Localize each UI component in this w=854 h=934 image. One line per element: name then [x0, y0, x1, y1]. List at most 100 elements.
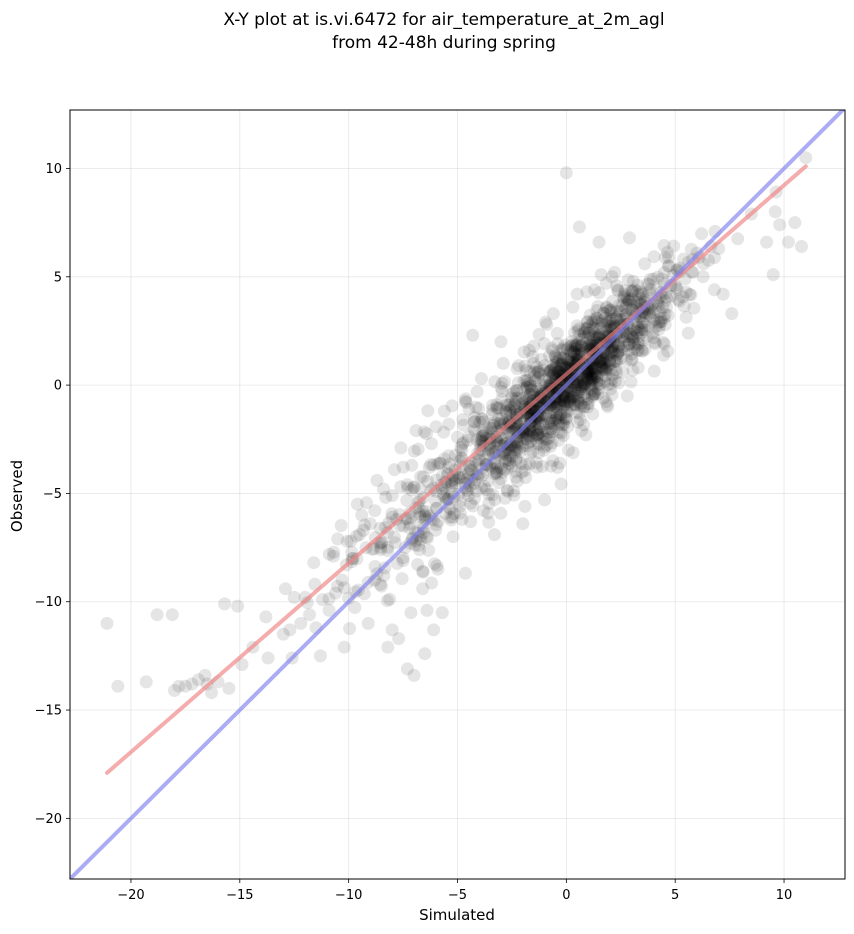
data-point: [553, 382, 566, 396]
data-point: [510, 362, 524, 376]
data-point: [605, 270, 619, 284]
data-point: [570, 406, 584, 420]
data-point: [566, 389, 580, 403]
data-point: [596, 352, 610, 366]
data-point: [635, 323, 649, 337]
data-point: [525, 382, 538, 396]
data-point: [617, 293, 631, 307]
data-point: [589, 311, 603, 325]
data-point: [578, 377, 592, 391]
data-point: [523, 429, 536, 443]
data-point: [573, 328, 587, 342]
data-point: [585, 382, 599, 396]
data-point: [509, 394, 523, 408]
data-point: [588, 322, 602, 336]
data-point: [657, 266, 671, 279]
data-point: [501, 398, 515, 412]
data-point: [658, 307, 672, 321]
data-point: [416, 504, 430, 518]
data-point: [521, 377, 534, 391]
data-point: [624, 330, 638, 344]
data-point: [469, 455, 483, 469]
data-point: [449, 476, 463, 490]
data-point: [501, 461, 515, 475]
data-point: [455, 437, 469, 451]
data-point: [111, 679, 125, 693]
data-point: [523, 412, 536, 426]
data-point: [557, 341, 571, 355]
data-point: [556, 351, 570, 365]
data-point: [466, 499, 480, 513]
data-point: [574, 379, 588, 392]
data-point: [437, 489, 451, 503]
data-point: [605, 312, 619, 326]
data-point: [593, 356, 607, 370]
data-point: [477, 415, 491, 429]
data-point: [461, 433, 475, 447]
data-point: [608, 355, 622, 368]
data-point: [550, 354, 564, 368]
data-point: [597, 360, 611, 374]
data-point: [390, 556, 404, 570]
data-point: [472, 401, 486, 415]
data-point: [445, 399, 459, 413]
data-point: [532, 409, 546, 423]
data-point: [653, 305, 667, 319]
data-point: [580, 285, 594, 299]
data-point: [606, 343, 620, 357]
data-point: [561, 355, 575, 369]
data-point: [648, 313, 662, 327]
data-point: [558, 410, 572, 424]
data-point: [554, 362, 568, 376]
data-point: [610, 279, 624, 293]
data-point: [407, 481, 421, 495]
data-point: [474, 372, 488, 386]
data-point: [581, 372, 595, 386]
data-point: [603, 357, 617, 371]
data-point: [531, 382, 545, 396]
data-point: [514, 456, 528, 470]
data-point: [481, 506, 495, 520]
data-point: [385, 507, 399, 521]
data-point: [570, 287, 584, 301]
data-point: [459, 392, 473, 406]
data-point: [551, 383, 565, 397]
data-point: [517, 345, 531, 359]
data-point: [564, 399, 577, 412]
data-point: [550, 409, 564, 423]
data-point: [601, 377, 615, 391]
data-point: [567, 397, 581, 411]
data-point: [530, 460, 544, 474]
data-point: [441, 492, 455, 506]
data-point: [218, 597, 232, 611]
data-point: [547, 406, 561, 419]
data-point: [528, 374, 542, 387]
data-point: [459, 395, 473, 409]
data-point: [716, 287, 730, 301]
data-point: [523, 379, 537, 393]
data-point: [523, 457, 537, 471]
data-point: [486, 488, 500, 502]
data-point: [539, 409, 553, 423]
data-point: [231, 599, 245, 613]
data-point: [349, 585, 362, 599]
data-point: [638, 342, 652, 356]
data-point: [581, 372, 595, 385]
data-point: [651, 270, 665, 284]
data-point: [630, 320, 644, 334]
data-point: [488, 493, 502, 507]
data-point: [392, 632, 406, 646]
data-point: [381, 544, 395, 558]
data-point: [593, 322, 607, 336]
data-point: [550, 356, 564, 370]
data-point: [205, 686, 218, 700]
data-point: [531, 364, 545, 378]
y-tick-label: 5: [54, 270, 62, 285]
data-point: [553, 416, 567, 430]
data-point: [568, 347, 581, 361]
data-point: [483, 431, 497, 444]
data-point: [577, 400, 591, 414]
data-point: [505, 459, 519, 473]
data-point: [421, 531, 435, 545]
data-point: [401, 481, 415, 495]
